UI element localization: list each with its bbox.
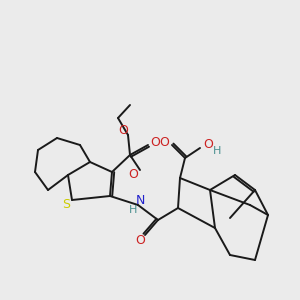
Text: S: S xyxy=(62,197,70,211)
Text: N: N xyxy=(135,194,145,208)
Text: H: H xyxy=(213,146,221,156)
Text: H: H xyxy=(129,205,137,215)
Text: O: O xyxy=(159,136,169,149)
Text: O: O xyxy=(118,124,128,136)
Text: O: O xyxy=(135,235,145,248)
Text: O: O xyxy=(128,167,138,181)
Text: O: O xyxy=(150,136,160,149)
Text: O: O xyxy=(203,139,213,152)
